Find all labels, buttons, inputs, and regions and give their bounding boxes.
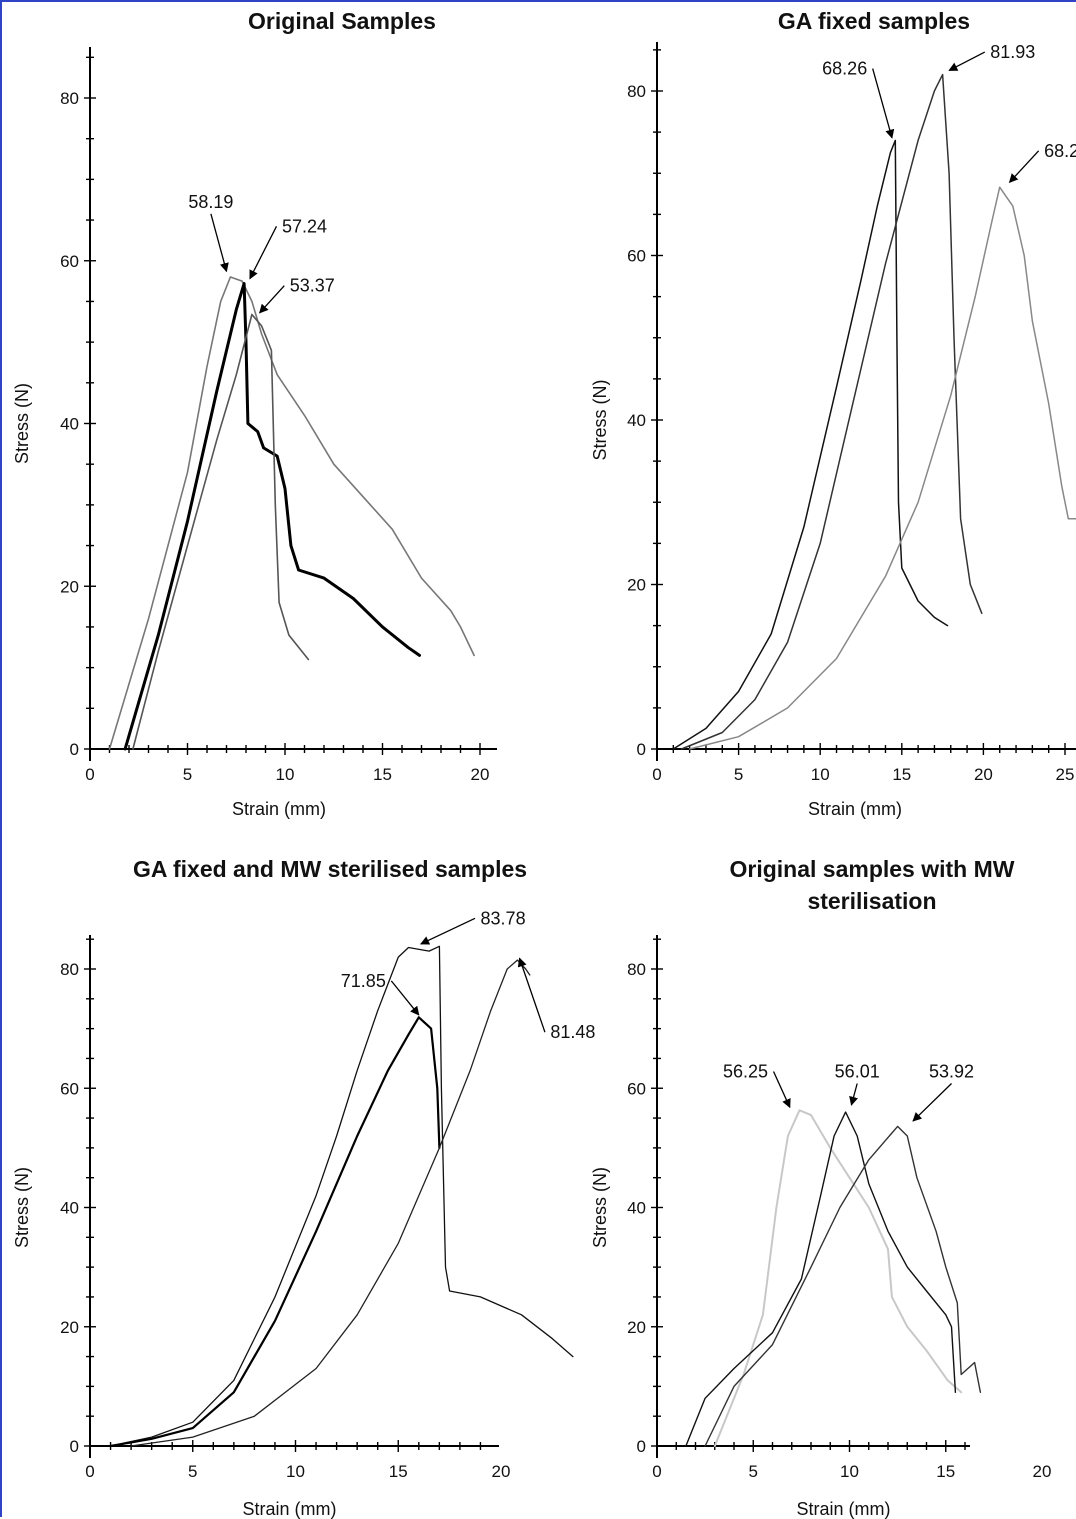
y-axis-label: Stress (N) [12,1167,32,1248]
peak-arrow-3 [517,957,546,1033]
x-tick-label: 20 [974,765,993,784]
peak-label-3: 81.48 [550,1022,595,1042]
series-line-2 [123,282,421,751]
y-tick-label: 20 [627,576,646,595]
x-tick-label: 10 [811,765,830,784]
x-tick-label: 5 [183,765,192,784]
peak-arrow-3 [259,285,285,314]
series-line-1 [109,945,574,1447]
chart-title-line-2: sterilisation [807,888,936,914]
x-tick-label: 15 [373,765,392,784]
series-line-1 [108,276,475,750]
x-axis-label: Strain (mm) [232,799,326,819]
x-axis-label: Strain (mm) [243,1499,337,1519]
peak-arrow-1 [772,1071,791,1109]
peak-label-1: 68.26 [822,59,867,79]
peak-label-1: 56.25 [723,1062,768,1082]
chart-panel-2: GA fixed samples 0 5 10 15 20 25 0 20 40 60 80 Strai… [590,8,1076,819]
peak-label-2: 81.93 [990,42,1035,62]
x-tick-label: 0 [652,1462,661,1481]
chart-panel-1: Original Samples 0 5 10 15 20 0 20 40 60 80 Strain … [12,8,497,819]
series-line-3 [704,1125,982,1447]
chart-panel-3: GA fixed and MW sterilised samples 0 5 10 15… [12,856,595,1519]
series-line-3 [688,186,1076,750]
y-tick-label: 60 [60,252,79,271]
chart-title: GA fixed samples [778,8,970,34]
series-line-2 [109,1016,441,1448]
x-tick-label: 5 [749,1462,758,1481]
x-tick-label: 0 [652,765,661,784]
y-tick-label: 0 [70,740,79,759]
peak-arrow-2 [948,51,986,72]
x-tick-label: 20 [1033,1462,1052,1481]
y-axis-label: Stress (N) [590,380,610,461]
peak-label-2: 71.85 [341,971,386,991]
x-tick-label: 15 [389,1462,408,1481]
y-tick-label: 0 [637,740,646,759]
x-tick-label: 5 [188,1462,197,1481]
chart-title: GA fixed and MW sterilised samples [133,856,527,882]
y-tick-label: 0 [637,1437,646,1456]
series-line-3 [130,959,531,1447]
x-tick-label: 0 [85,1462,94,1481]
y-tick-label: 40 [627,1199,646,1218]
y-tick-label: 60 [60,1079,79,1098]
y-tick-label: 40 [60,415,79,434]
x-tick-label: 15 [936,1462,955,1481]
y-tick-label: 40 [60,1199,79,1218]
x-tick-label: 10 [840,1462,859,1481]
series-line-3 [132,313,310,750]
peak-label-3: 53.92 [929,1062,974,1082]
peak-arrow-2 [849,1083,858,1106]
x-tick-label: 20 [471,765,490,784]
series-line-2 [680,73,983,750]
x-tick-label: 10 [276,765,295,784]
x-tick-label: 20 [492,1462,511,1481]
y-tick-label: 20 [60,577,79,596]
peak-arrow-1 [872,68,895,139]
peak-arrow-3 [1008,150,1040,183]
chart-panel-4: Original samples with MW sterilisation 0 5 1… [590,856,1051,1519]
peak-arrow-3 [912,1083,952,1122]
y-tick-label: 20 [627,1318,646,1337]
y-tick-label: 20 [60,1318,79,1337]
peak-arrow-2 [390,980,420,1016]
x-axis-label: Strain (mm) [797,1499,891,1519]
x-tick-label: 0 [85,765,94,784]
y-tick-label: 80 [60,89,79,108]
x-tick-label: 10 [286,1462,305,1481]
y-tick-label: 80 [627,82,646,101]
x-tick-label: 25 [1056,765,1075,784]
y-tick-label: 0 [70,1437,79,1456]
y-tick-label: 80 [60,960,79,979]
series-line-2 [685,1111,957,1447]
peak-label-2: 57.24 [282,216,327,236]
peak-arrow-2 [249,225,278,280]
y-axis-label: Stress (N) [12,383,32,464]
peak-label-3: 68.26 [1044,141,1076,161]
series-line-1 [672,139,949,750]
peak-arrow-1 [210,213,229,273]
y-tick-label: 60 [627,1079,646,1098]
peak-label-1: 58.19 [188,192,233,212]
x-tick-label: 15 [892,765,911,784]
series-line-1 [713,1109,963,1447]
peak-label-1: 83.78 [481,908,526,928]
y-tick-label: 40 [627,411,646,430]
peak-label-3: 53.37 [290,276,335,296]
peak-arrow-1 [420,917,476,945]
y-tick-label: 60 [627,247,646,266]
peak-label-2: 56.01 [835,1062,880,1082]
x-axis-label: Strain (mm) [808,799,902,819]
x-tick-label: 5 [734,765,743,784]
y-axis-label: Stress (N) [590,1167,610,1248]
y-tick-label: 80 [627,960,646,979]
chart-title: Original samples with MW [730,856,1015,882]
chart-title: Original Samples [248,8,436,34]
